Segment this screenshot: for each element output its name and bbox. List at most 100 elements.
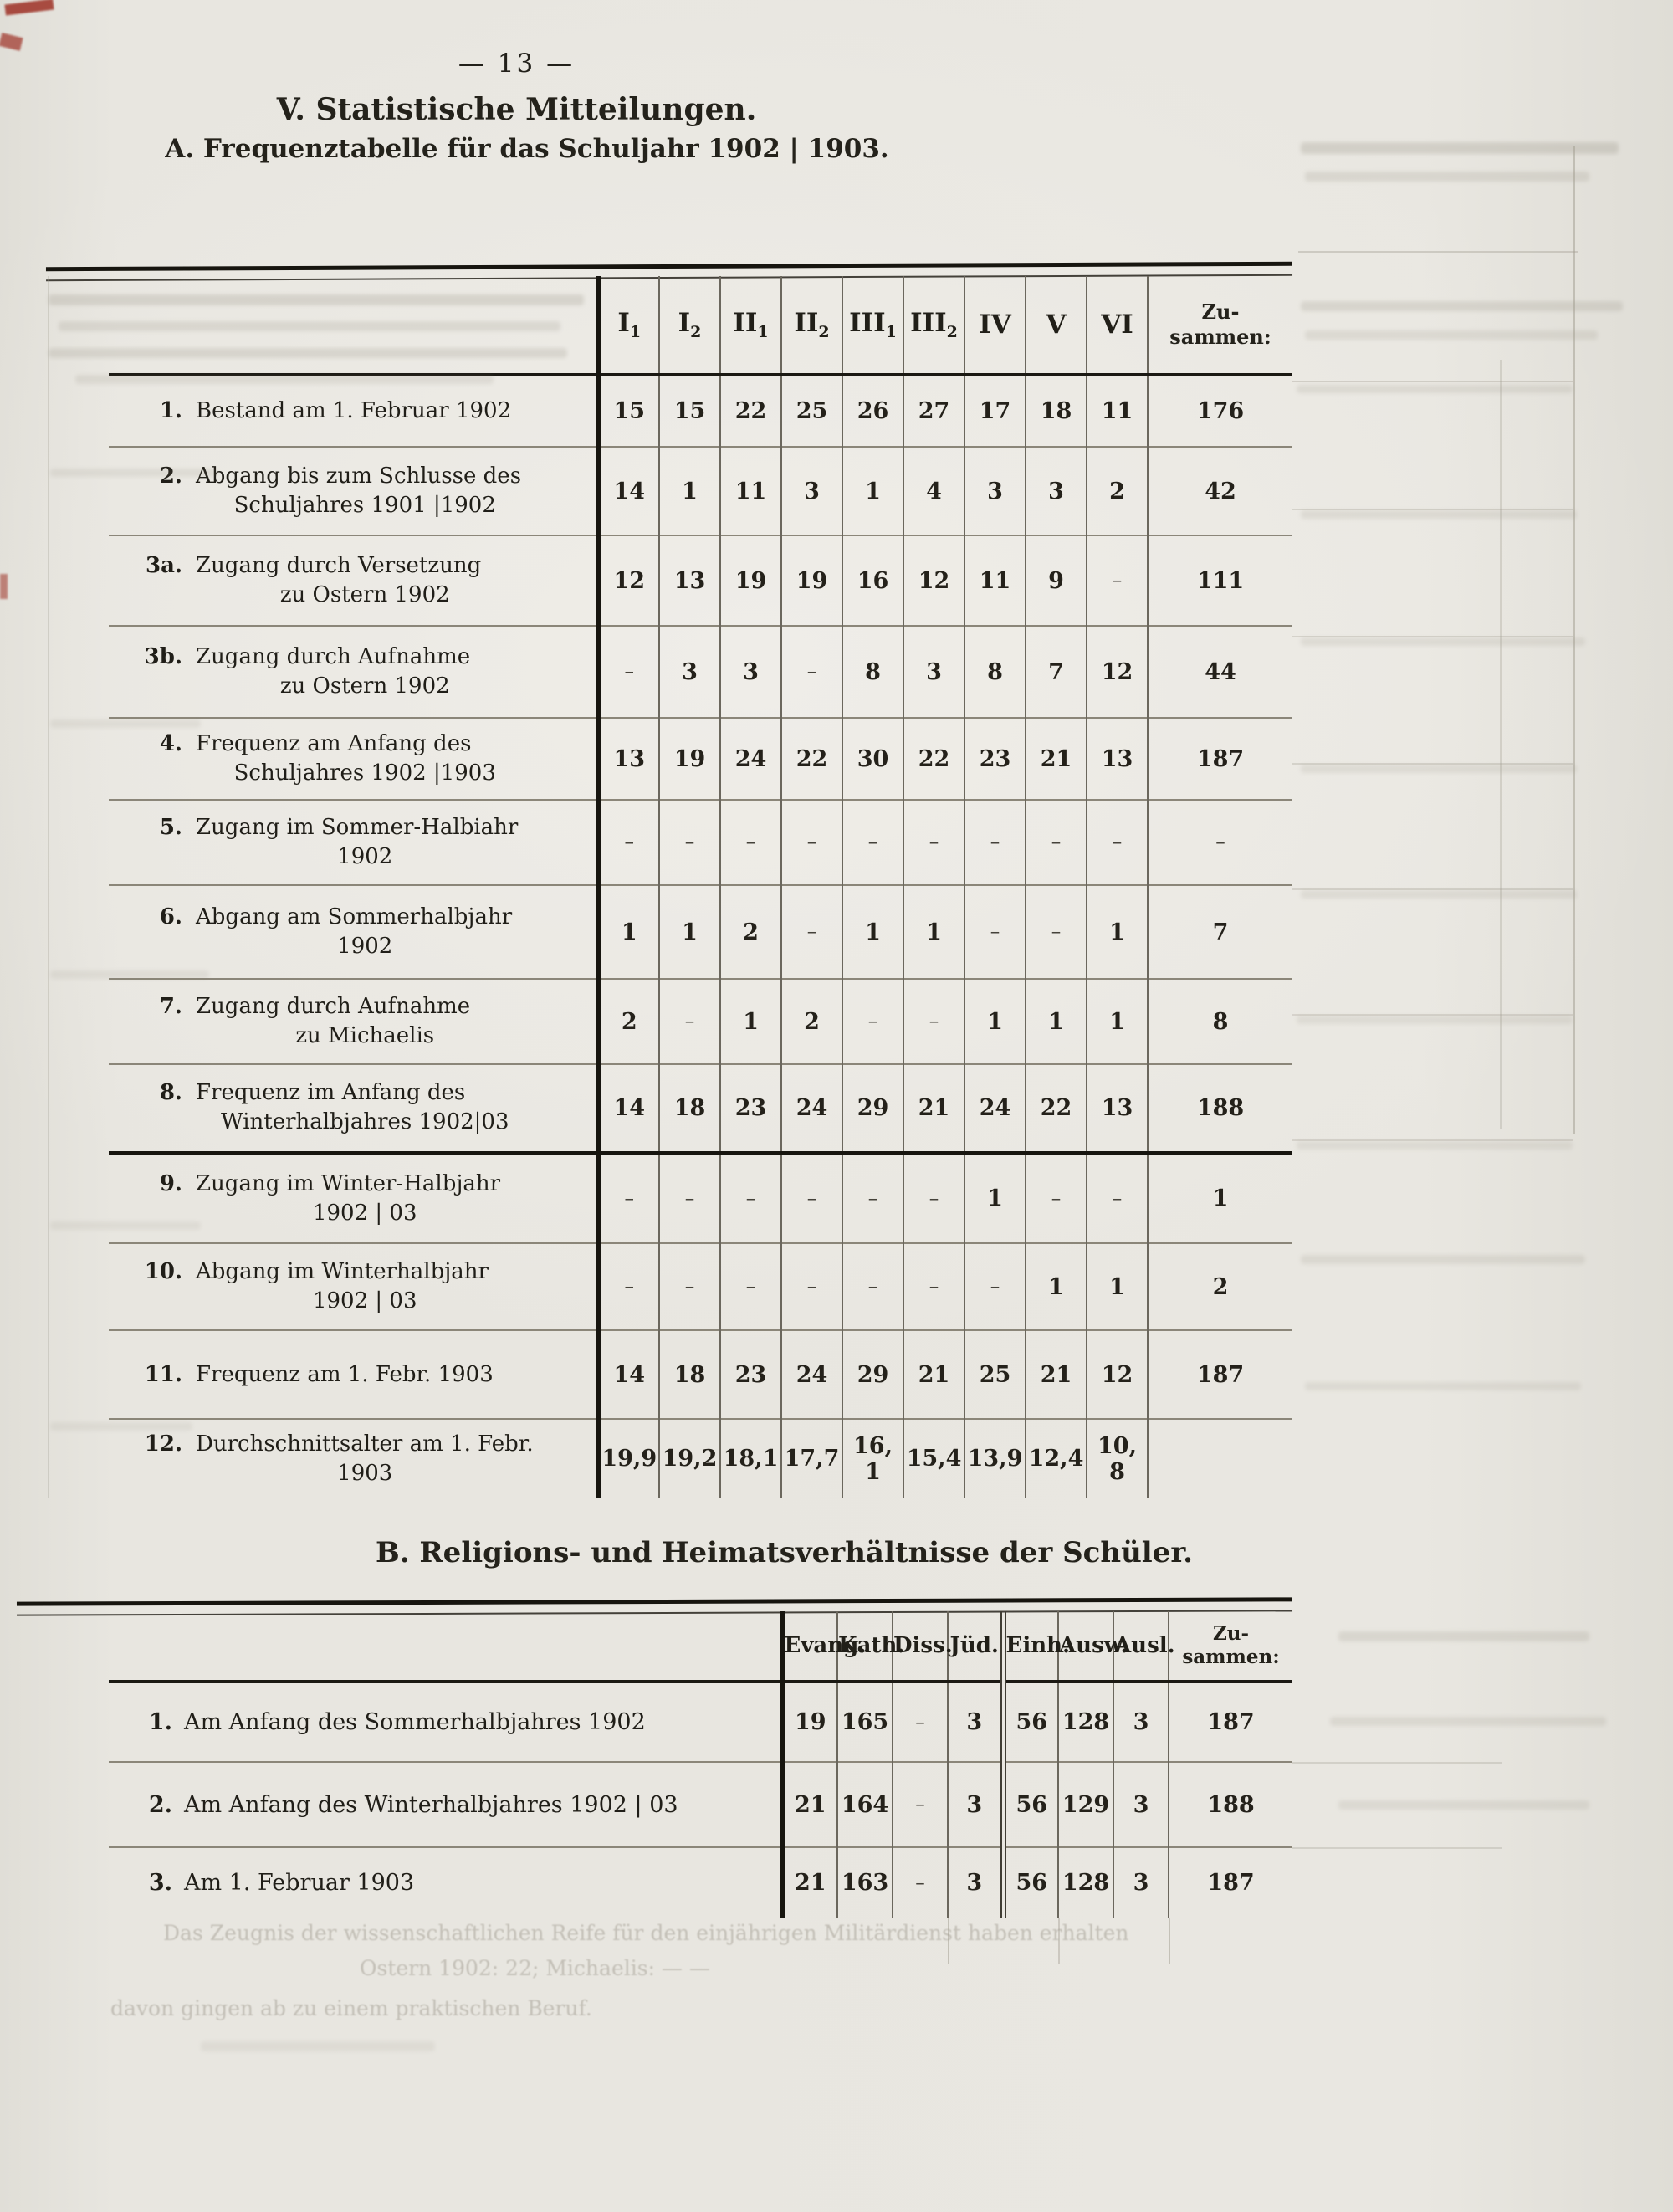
- value-cell: 18: [658, 1064, 720, 1153]
- bleed-through-line: [1292, 1139, 1573, 1141]
- value-cell: 12: [1086, 626, 1148, 718]
- value-cell: –: [1025, 885, 1087, 979]
- value-cell: 24: [964, 1064, 1026, 1153]
- value-cell: 21: [780, 1762, 837, 1847]
- value-cell: 3: [1113, 1847, 1169, 1918]
- value-cell: 22: [1025, 1064, 1087, 1153]
- value-cell: 1: [903, 885, 964, 979]
- value-cell: –: [1025, 800, 1087, 885]
- column-header-7: IV: [964, 276, 1026, 375]
- value-cell: –: [780, 800, 842, 885]
- value-cell: –: [903, 1243, 964, 1330]
- value-cell: 56: [1000, 1847, 1058, 1918]
- total-cell: –: [1147, 800, 1292, 885]
- value-cell: 23: [964, 718, 1026, 800]
- header-row: I1 I2 II1 II2 III1 III2 IV V VI Zu-sammen:: [109, 276, 1292, 375]
- total-cell: 1: [1147, 1153, 1292, 1243]
- value-cell: 19: [780, 1682, 837, 1762]
- value-cell: 1: [964, 1153, 1026, 1243]
- total-cell: [1147, 1419, 1292, 1498]
- bleed-through-line: [1573, 146, 1575, 1134]
- total-cell: 187: [1147, 718, 1292, 800]
- row-label: 2. Abgang bis zum Schlusse des Schuljahres…: [159, 463, 522, 518]
- table-row: 4. Frequenz am Anfang des Schuljahres 1902…: [109, 718, 1292, 800]
- total-cell: 187: [1168, 1847, 1292, 1918]
- value-cell: 24: [780, 1064, 842, 1153]
- value-cell: 15: [658, 375, 720, 447]
- row-label: 9. Zugang im Winter-Halbjahr 1902 | 03: [159, 1170, 501, 1226]
- value-cell: –: [596, 1153, 659, 1243]
- value-cell: 2: [719, 885, 781, 979]
- table-row: 6. Abgang am Sommerhalbjahr 1902 1 1 2–1 1– –1 7: [109, 885, 1292, 979]
- value-cell: 13: [596, 718, 659, 800]
- total-cell: 187: [1147, 1330, 1292, 1419]
- row-label: 10. Abgang im Winterhalbjahr 1902 | 03: [144, 1259, 489, 1313]
- value-cell: –: [596, 1243, 659, 1330]
- table-row: 9. Zugang im Winter-Halbjahr 1902 | 03– – – –…: [109, 1153, 1292, 1243]
- value-cell: 17,7: [780, 1419, 842, 1498]
- value-cell: –: [903, 1153, 964, 1243]
- bleed-through-rule: [1298, 251, 1578, 253]
- value-cell: 24: [719, 718, 781, 800]
- value-cell: –: [658, 800, 720, 885]
- total-cell: 188: [1168, 1762, 1292, 1847]
- value-cell: –: [892, 1847, 948, 1918]
- value-cell: –: [1086, 800, 1148, 885]
- value-cell: –: [1086, 535, 1148, 626]
- value-cell: 165: [836, 1682, 893, 1762]
- value-cell: 19: [719, 535, 781, 626]
- value-cell: 1: [1025, 1243, 1087, 1330]
- value-cell: 29: [842, 1064, 903, 1153]
- value-cell: 3: [947, 1762, 1003, 1847]
- value-cell: 3: [780, 447, 842, 535]
- value-cell: 22: [719, 375, 781, 447]
- value-cell: 3: [947, 1682, 1003, 1762]
- value-cell: 11: [964, 535, 1026, 626]
- religion-residence-table: Evang. Kath. Diss. Jüd. Einh. Ausw. Ausl. Zu-sa…: [109, 1611, 1292, 1918]
- value-cell: 11: [1086, 375, 1148, 447]
- column-header-8: V: [1025, 276, 1087, 375]
- row-label: 3b. Zugang durch Aufnahme zu Ostern 1902: [144, 644, 471, 699]
- table-row: 2. Am Anfang des Winterhalbjahres 1902 | …: [109, 1762, 1292, 1847]
- value-cell: –: [964, 885, 1026, 979]
- bleed-through-smudge: [1297, 385, 1573, 393]
- value-cell: 26: [842, 375, 903, 447]
- bleed-through-line: [1292, 381, 1573, 382]
- row-label: 11. Frequenz am 1. Febr. 1903: [144, 1361, 494, 1387]
- table-row: 3. Am 1. Februar 1903 21 163–3 56 128 3 187: [109, 1847, 1292, 1918]
- value-cell: 164: [836, 1762, 893, 1847]
- value-cell: –: [964, 1243, 1026, 1330]
- value-cell: 128: [1057, 1847, 1113, 1918]
- value-cell: –: [780, 885, 842, 979]
- row-label: 3. Am 1. Februar 1903: [148, 1870, 415, 1896]
- row-label: 1. Am Anfang des Sommerhalbjahres 1902: [148, 1709, 646, 1735]
- bleed-through-line: [1169, 1918, 1170, 1964]
- value-cell: 16, 1: [842, 1419, 903, 1498]
- value-cell: 18: [658, 1330, 720, 1419]
- total-cell: 8: [1147, 979, 1292, 1064]
- value-cell: 3: [658, 626, 720, 718]
- table-row: 11. Frequenz am 1. Febr. 1903 14 18 23 24 29 21…: [109, 1330, 1292, 1419]
- value-cell: 1: [1086, 885, 1148, 979]
- column-header-6: III2: [903, 276, 964, 375]
- section-a-title: V. Statistische Mitteilungen.: [276, 92, 757, 127]
- total-cell: 44: [1147, 626, 1292, 718]
- column-header-2: Kath.: [836, 1611, 904, 1682]
- row-label: 6. Abgang am Sommerhalbjahr 1902: [159, 904, 513, 959]
- value-cell: –: [1086, 1153, 1148, 1243]
- total-cell: 42: [1147, 447, 1292, 535]
- bleed-through-line: [1292, 763, 1573, 765]
- value-cell: 21: [1025, 1330, 1087, 1419]
- value-cell: 12: [903, 535, 964, 626]
- bleed-through-smudge: [1305, 330, 1598, 340]
- value-cell: 21: [903, 1330, 964, 1419]
- value-cell: –: [892, 1682, 948, 1762]
- value-cell: –: [964, 800, 1026, 885]
- value-cell: 12: [596, 535, 659, 626]
- value-cell: 24: [780, 1330, 842, 1419]
- row-label: 3a. Zugang durch Versetzung zu Ostern 1902: [146, 553, 482, 607]
- section-a-subtitle: A. Frequenztabelle für das Schuljahr 190…: [165, 134, 889, 164]
- value-cell: 1: [1086, 1243, 1148, 1330]
- value-cell: 7: [1025, 626, 1087, 718]
- value-cell: 29: [842, 1330, 903, 1419]
